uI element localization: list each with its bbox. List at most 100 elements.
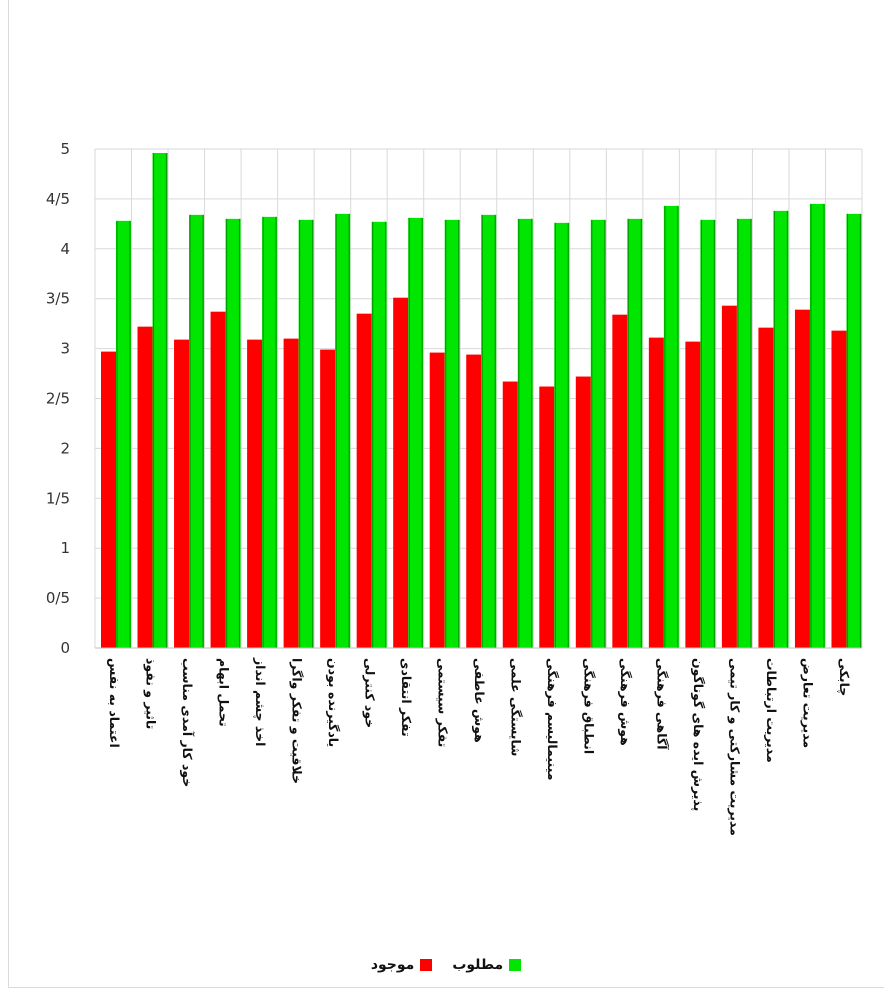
x-tick-label: شایستگی علمی <box>509 658 524 756</box>
bar-current <box>539 386 555 648</box>
bar-group <box>174 214 205 649</box>
bar-group <box>648 205 679 649</box>
bar-current <box>685 341 701 648</box>
bar-desired <box>225 218 241 649</box>
bar-current <box>648 337 664 648</box>
bars <box>101 152 862 649</box>
x-tick-label: اخذ چشم انداز <box>253 657 268 746</box>
y-tick-label: 0/5 <box>46 589 70 607</box>
legend-label-desired: مطلوب <box>452 957 504 973</box>
x-tick-label: خود کار آمدی مناسب <box>180 658 195 787</box>
bar-desired <box>408 217 424 648</box>
chart-frame <box>8 0 884 988</box>
legend: مطلوب موجود <box>0 953 892 977</box>
bar-desired <box>700 219 716 648</box>
bar-group <box>612 218 643 649</box>
x-tick-label: تفکر انتقادی <box>399 658 414 737</box>
bar-current <box>612 314 628 648</box>
bar-current <box>210 311 226 648</box>
bar-current <box>429 352 445 648</box>
x-tick-label: پذیرش ایده های گوناگون <box>691 658 706 811</box>
y-tick-label: 1/5 <box>46 489 70 507</box>
bar-group <box>831 213 862 648</box>
x-tick-label: مدیریت ارتباطات <box>764 658 779 763</box>
x-tick-label: تفکر سیستمی <box>435 658 450 747</box>
bar-group <box>393 217 424 648</box>
x-tick-label: هوش فرهنگی <box>618 658 633 746</box>
bar-group <box>539 222 570 649</box>
bar-current <box>758 327 774 648</box>
bar-desired <box>554 222 570 649</box>
bar-group <box>101 220 131 648</box>
y-tick-label: 4/5 <box>46 190 70 208</box>
bar-desired <box>152 152 168 648</box>
bar-current <box>831 330 847 648</box>
bar-desired <box>590 219 606 648</box>
x-tick-label: چابکی <box>837 658 852 696</box>
x-tick-label: مینیمالیسم فرهنگی <box>545 658 560 780</box>
bar-current <box>101 351 116 648</box>
x-tick-label: تاثیر و نفوذ <box>143 658 158 729</box>
x-tick-label: مدیریت مشارکتی و کار تیمی <box>728 658 743 836</box>
bar-current <box>356 313 372 648</box>
bar-desired <box>663 205 679 649</box>
bar-group <box>685 219 716 648</box>
y-tick-label: 4 <box>60 240 70 258</box>
bar-current <box>137 326 153 648</box>
bar-desired <box>846 213 862 648</box>
bar-desired <box>736 218 752 649</box>
y-tick-label: 3/5 <box>46 290 70 308</box>
bar-current <box>466 354 482 648</box>
x-tick-label: انطباق فرهنگی <box>582 658 597 754</box>
bar-desired <box>444 219 460 648</box>
bar-current <box>247 339 263 648</box>
x-tick-label: مدیریت تعارض <box>801 658 816 748</box>
x-axis: اعتماد به نفس تاثیر و نفوذ خود کار آمدی من… <box>95 647 862 836</box>
bar-current <box>393 297 409 648</box>
x-tick-label: خود کنترلی <box>362 658 377 728</box>
bar-current <box>794 309 810 648</box>
legend-label-current: موجود <box>370 957 415 973</box>
x-tick-label: تحمل ابهام <box>215 658 231 727</box>
x-tick-label: اعتماد به نفس <box>107 658 122 748</box>
bar-group <box>466 214 497 649</box>
x-tick-label: هوش عاطفی <box>472 658 487 743</box>
bar-current <box>575 376 591 648</box>
bar-group <box>320 213 351 648</box>
bar-group <box>283 219 314 648</box>
y-axis: 0 0/5 1 1/5 2 2/5 3 3/5 4 4/5 5 <box>46 140 70 657</box>
bar-group <box>137 152 168 648</box>
bar-desired <box>627 218 643 649</box>
bar-group <box>575 219 606 648</box>
y-tick-label: 1 <box>60 539 70 557</box>
bar-group <box>502 218 533 649</box>
bar-desired <box>773 210 789 648</box>
legend-item-desired: مطلوب <box>452 957 522 973</box>
bar-group <box>794 203 825 648</box>
y-tick-label: 2/5 <box>46 390 70 408</box>
legend-swatch-desired <box>509 959 522 971</box>
y-tick-label: 5 <box>60 140 70 158</box>
bar-current <box>320 349 336 648</box>
y-tick-label: 2 <box>60 439 70 457</box>
bar-current <box>283 338 299 648</box>
bar-desired <box>262 216 278 648</box>
y-tick-label: 0 <box>60 639 70 657</box>
bar-current <box>502 381 518 648</box>
bar-group <box>758 210 789 648</box>
bar-current <box>174 339 190 648</box>
bar-desired <box>809 203 825 648</box>
bar-desired <box>335 213 351 648</box>
bar-chart: 0 0/5 1 1/5 2 2/5 3 3/5 4 4/5 5 اعتماد به نفس تاثیر… <box>46 140 863 836</box>
bar-group <box>356 221 387 648</box>
bar-desired <box>189 214 205 649</box>
x-tick-label: یادگیرنده بودن <box>326 658 341 747</box>
bar-desired <box>517 218 533 649</box>
y-tick-label: 3 <box>60 340 70 358</box>
bar-current <box>721 305 737 648</box>
legend-swatch-current <box>420 959 433 971</box>
bar-desired <box>371 221 387 648</box>
bar-group <box>210 218 241 649</box>
bar-desired <box>116 220 131 648</box>
bar-group <box>429 219 460 648</box>
